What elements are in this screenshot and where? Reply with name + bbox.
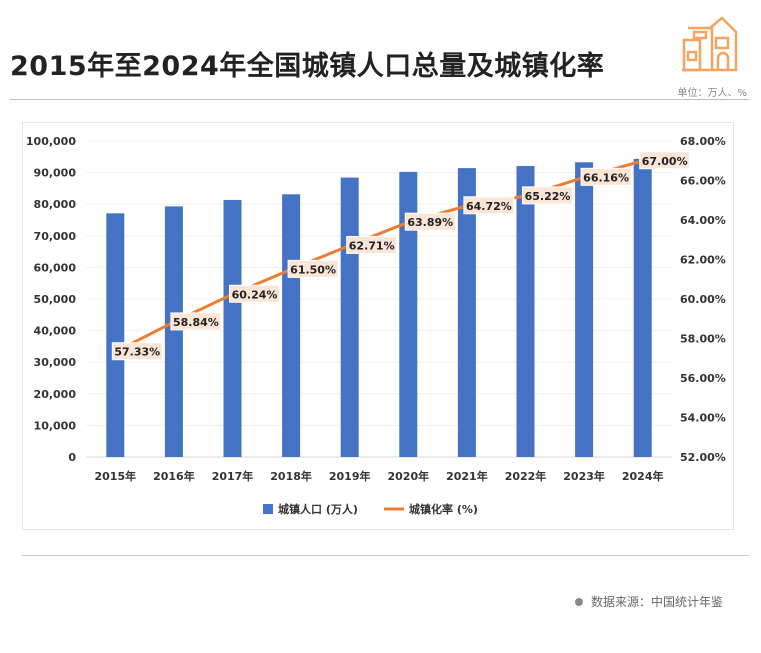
bar <box>223 199 242 457</box>
right-tick-label: 56.00% <box>680 372 726 385</box>
x-tick-label: 2017年 <box>212 469 254 483</box>
chart: 0 10,000 20,000 30,000 40,000 50,000 60,000 70,… <box>26 135 726 516</box>
data-label: 61.50% <box>290 263 336 276</box>
left-tick-label: 50,000 <box>34 293 77 306</box>
bar <box>575 162 594 457</box>
left-tick-label: 70,000 <box>34 230 77 243</box>
data-label-bg <box>346 235 398 254</box>
divider <box>22 555 749 556</box>
data-label-bg <box>287 259 339 278</box>
left-tick-label: 30,000 <box>34 356 77 369</box>
left-tick-label: 80,000 <box>34 198 77 211</box>
divider <box>10 99 749 100</box>
data-label-bg <box>111 342 163 361</box>
data-label: 64.72% <box>466 200 512 213</box>
data-label: 63.89% <box>407 216 453 229</box>
right-tick-label: 60.00% <box>680 293 726 306</box>
unit-label: 单位：万人、% <box>677 88 747 99</box>
data-label: 66.16% <box>583 171 629 184</box>
data-label-bg <box>404 212 456 231</box>
legend-line-label: 城镇化率 (%) <box>409 502 478 516</box>
left-tick-label: 10,000 <box>34 419 77 432</box>
data-label: 62.71% <box>349 239 395 252</box>
bar <box>164 206 183 457</box>
bar <box>633 158 652 457</box>
legend-bar-label: 城镇人口 (万人) <box>278 502 358 516</box>
data-label-bg <box>463 196 515 215</box>
x-tick-label: 2021年 <box>446 469 488 483</box>
left-tick-label: 100,000 <box>26 135 76 148</box>
house-icon <box>682 16 738 72</box>
source-text: 数据来源：中国统计年鉴 <box>590 595 723 609</box>
left-tick-label: 40,000 <box>34 325 77 338</box>
data-label-bg <box>522 186 573 205</box>
bar <box>340 177 359 457</box>
x-tick-label: 2018年 <box>270 469 312 483</box>
x-tick-label: 2023年 <box>563 469 605 483</box>
bar <box>457 168 476 458</box>
bar <box>282 194 301 457</box>
page-title: 2015年至2024年全国城镇人口总量及城镇化率 <box>10 51 605 82</box>
right-tick-label: 52.00% <box>680 451 726 464</box>
x-tick-label: 2024年 <box>622 469 664 483</box>
data-label-bg <box>170 312 222 331</box>
data-label: 57.33% <box>114 346 160 359</box>
right-tick-label: 68.00% <box>680 135 726 148</box>
x-tick-label: 2016年 <box>153 469 195 483</box>
x-tick-label: 2020年 <box>387 469 429 483</box>
source-note: 数据来源：中国统计年鉴 <box>574 593 723 610</box>
left-tick-label: 90,000 <box>34 167 77 180</box>
left-tick-label: 0 <box>68 451 76 464</box>
x-tick-label: 2022年 <box>505 469 547 483</box>
right-tick-label: 64.00% <box>680 214 726 227</box>
x-tick-label: 2015年 <box>94 469 136 483</box>
chart-frame <box>22 122 734 530</box>
data-label: 65.22% <box>525 190 571 203</box>
data-label: 60.24% <box>232 288 278 301</box>
left-tick-label: 20,000 <box>34 388 77 401</box>
data-label-bg <box>639 151 691 170</box>
data-label: 58.84% <box>173 316 219 329</box>
data-label: 67.00% <box>642 155 688 168</box>
bar <box>106 213 125 457</box>
right-tick-label: 62.00% <box>680 254 726 267</box>
right-tick-label: 66.00% <box>680 175 726 188</box>
x-tick-label: 2019年 <box>329 469 371 483</box>
data-label-bg <box>580 167 632 186</box>
left-tick-label: 60,000 <box>34 261 77 274</box>
bar <box>516 166 535 457</box>
right-tick-label: 54.00% <box>680 412 726 425</box>
right-tick-label: 58.00% <box>680 333 726 346</box>
data-label-bg <box>229 284 280 303</box>
legend-bar-swatch <box>263 504 273 514</box>
bullet-icon <box>574 598 583 606</box>
bar <box>399 171 418 458</box>
